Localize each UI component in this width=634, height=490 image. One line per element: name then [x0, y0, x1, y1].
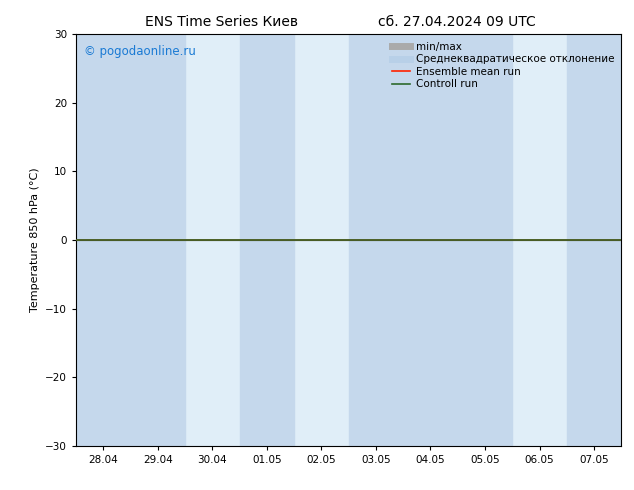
Bar: [567, 34, 621, 446]
Text: ENS Time Series Киев: ENS Time Series Киев: [145, 15, 299, 29]
Text: сб. 27.04.2024 09 UTC: сб. 27.04.2024 09 UTC: [378, 15, 535, 29]
Text: © pogodaonline.ru: © pogodaonline.ru: [84, 45, 196, 58]
Y-axis label: Temperature 850 hPa (°C): Temperature 850 hPa (°C): [30, 168, 39, 313]
Bar: [349, 34, 403, 446]
Bar: [403, 34, 458, 446]
Bar: [131, 34, 185, 446]
Bar: [458, 34, 512, 446]
Legend: min/max, Среднеквадратическое отклонение, Ensemble mean run, Controll run: min/max, Среднеквадратическое отклонение…: [389, 40, 616, 92]
Bar: [76, 34, 131, 446]
Bar: [240, 34, 294, 446]
